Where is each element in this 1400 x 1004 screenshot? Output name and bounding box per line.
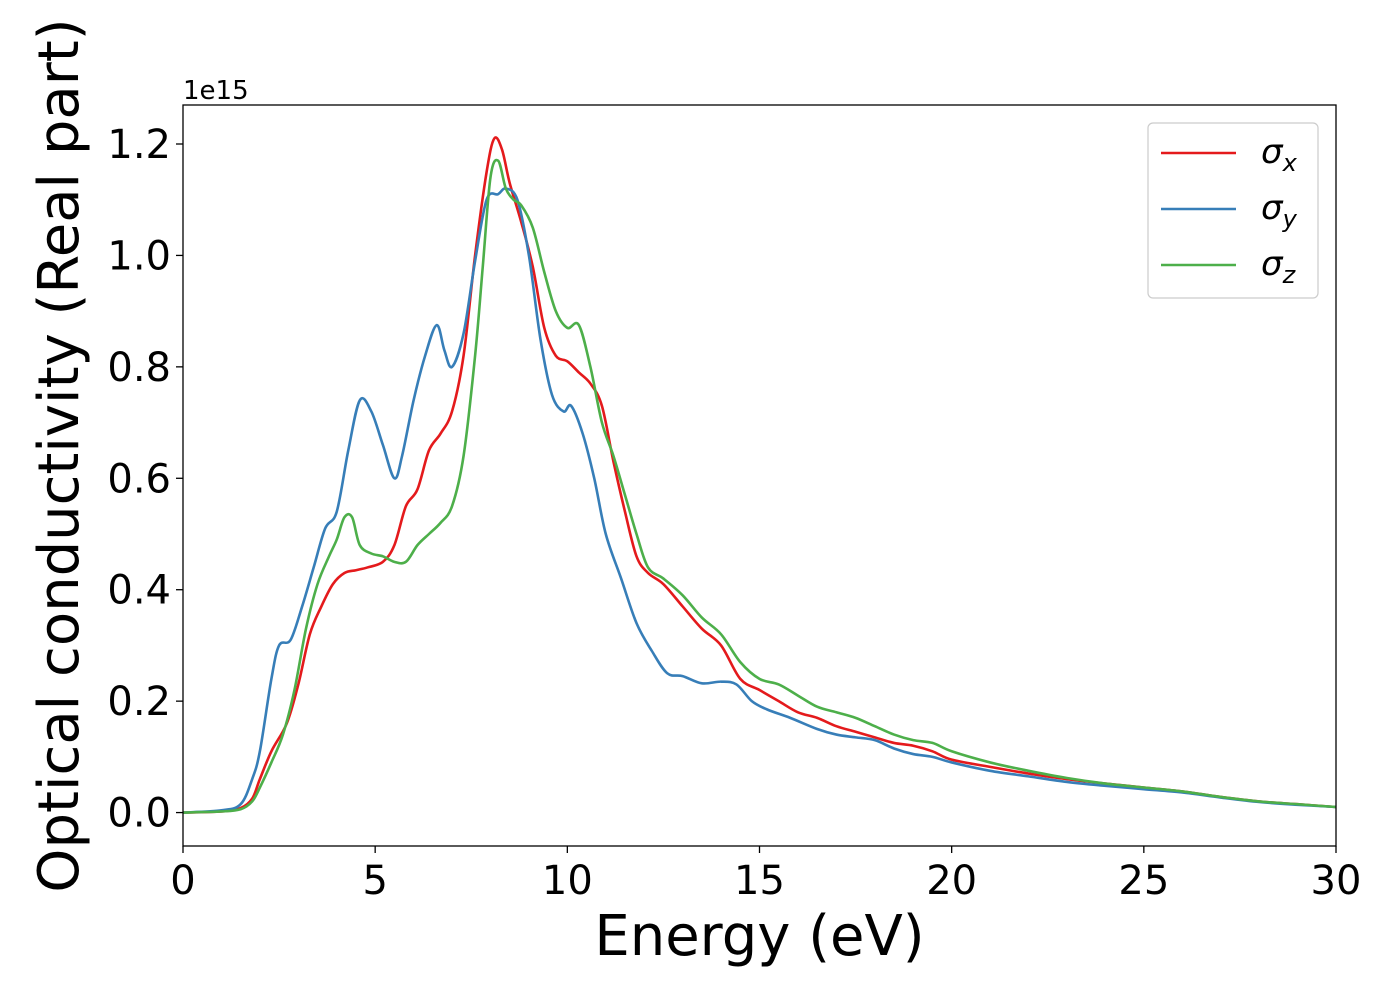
y-axis-title: Optical conductivity (Real part)	[27, 18, 92, 892]
legend-label-y: σy	[1261, 188, 1298, 233]
y-tick-label: 0.4	[107, 568, 171, 614]
x-tick-label: 15	[734, 858, 785, 904]
y-offset-label: 1e15	[183, 76, 249, 106]
legend-subscript: z	[1282, 261, 1297, 289]
plot-lines	[182, 136, 1337, 814]
y-tick-label: 1.0	[107, 233, 171, 279]
legend-subscript: y	[1282, 205, 1298, 233]
legend-subscript: x	[1282, 149, 1298, 177]
x-axis-title: Energy (eV)	[594, 904, 924, 969]
legend-label-x: σx	[1261, 132, 1298, 177]
x-tick-label: 25	[1118, 858, 1169, 904]
y-axis-ticks: 0.0 0.2 0.4 0.6 0.8 1.0 1.2	[107, 122, 183, 837]
x-tick-label: 20	[926, 858, 977, 904]
y-tick-label: 0.2	[107, 679, 171, 725]
x-tick-label: 0	[170, 858, 195, 904]
legend-label-z: σz	[1261, 244, 1297, 289]
y-tick-label: 1.2	[107, 122, 171, 168]
legend-box	[1147, 122, 1319, 299]
x-tick-label: 10	[542, 858, 593, 904]
x-axis-ticks: 0 5 10 15 20 25 30	[170, 846, 1361, 904]
y-tick-label: 0.8	[107, 345, 171, 391]
series-line-x	[182, 136, 1337, 814]
series-line-z	[182, 158, 1337, 814]
y-tick-label: 0.6	[107, 456, 171, 502]
legend-symbol: σ	[1261, 188, 1284, 228]
series-line-y	[182, 187, 1337, 814]
legend-symbol: σ	[1261, 244, 1284, 284]
x-tick-label: 5	[362, 858, 387, 904]
legend-symbol: σ	[1261, 132, 1284, 172]
y-tick-label: 0.0	[107, 791, 171, 837]
x-tick-label: 30	[1311, 858, 1362, 904]
